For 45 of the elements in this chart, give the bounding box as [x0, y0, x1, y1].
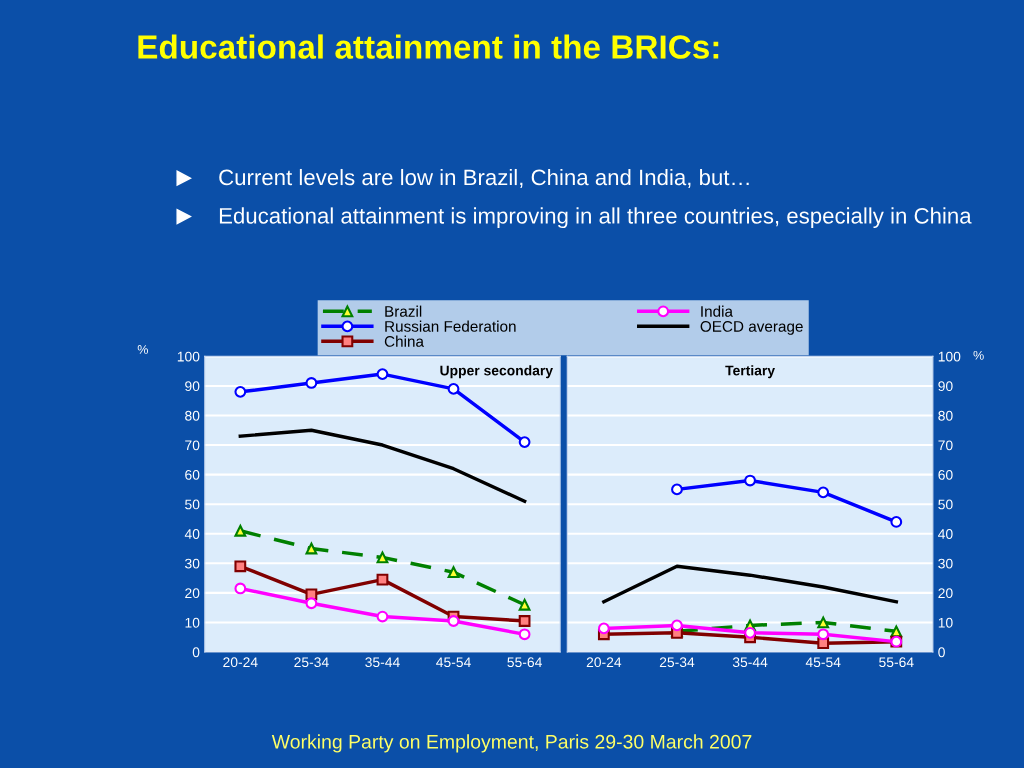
- chart-title: Educational attainment in the BRICs:: [138, 34, 719, 59]
- y-tick-label: 100: [938, 351, 961, 362]
- legend-label: India: [701, 305, 733, 317]
- text: Working Party on Employment, Paris 29-30 March 2007: [271, 734, 752, 753]
- y-tick-label: 0: [192, 647, 200, 658]
- y-tick-label: 10: [938, 617, 953, 628]
- legend-label: Brazil: [385, 305, 422, 317]
- y-tick-label: 70: [185, 440, 200, 451]
- y-tick-label: 50: [938, 499, 953, 510]
- text: Current levels are low in Brazil, China and India, but…: [219, 168, 749, 188]
- y-tick-label: 100: [177, 351, 200, 362]
- y-tick-label: 60: [938, 469, 953, 480]
- y-tick-label: 20: [938, 588, 953, 599]
- y-axis-title: %: [973, 350, 984, 360]
- x-tick-label: 45-54: [805, 657, 841, 668]
- y-tick-label: 30: [938, 558, 953, 569]
- y-tick-label: 70: [938, 440, 953, 451]
- y-tick-label: 20: [185, 588, 200, 599]
- x-tick-label: 20-24: [223, 657, 258, 668]
- y-tick-label: 90: [185, 381, 200, 392]
- legend-label: OECD average: [700, 321, 803, 335]
- y-tick-label: 40: [184, 529, 200, 539]
- x-tick-label: 55-64: [507, 657, 542, 668]
- y-tick-label: 60: [185, 469, 200, 480]
- y-tick-label: 40: [938, 529, 953, 539]
- x-tick-label: 35-44: [732, 657, 768, 668]
- y-tick-label: 0: [938, 647, 945, 658]
- x-tick-label: 20-24: [586, 657, 622, 668]
- legend-label: Russian Federation: [385, 320, 516, 332]
- legend-label: China: [384, 335, 424, 347]
- text: Educational attainment is improving in all three countries, especially in China: [219, 207, 972, 229]
- x-tick-label: 25-34: [659, 657, 695, 668]
- y-tick-label: 50: [185, 499, 200, 510]
- y-axis-title: %: [137, 345, 148, 354]
- y-tick-label: 90: [938, 381, 953, 392]
- x-tick-label: 35-44: [365, 657, 400, 668]
- y-tick-label: 80: [938, 410, 953, 421]
- y-tick-label: 10: [185, 617, 200, 628]
- x-tick-label: 25-34: [294, 657, 329, 668]
- y-tick-label: 30: [185, 558, 200, 569]
- text: Upper secondary: [440, 365, 553, 379]
- text: Tertiary: [725, 365, 775, 379]
- x-tick-label: 45-54: [436, 657, 471, 668]
- y-tick-label: 80: [185, 410, 200, 421]
- x-tick-label: 55-64: [879, 657, 914, 668]
